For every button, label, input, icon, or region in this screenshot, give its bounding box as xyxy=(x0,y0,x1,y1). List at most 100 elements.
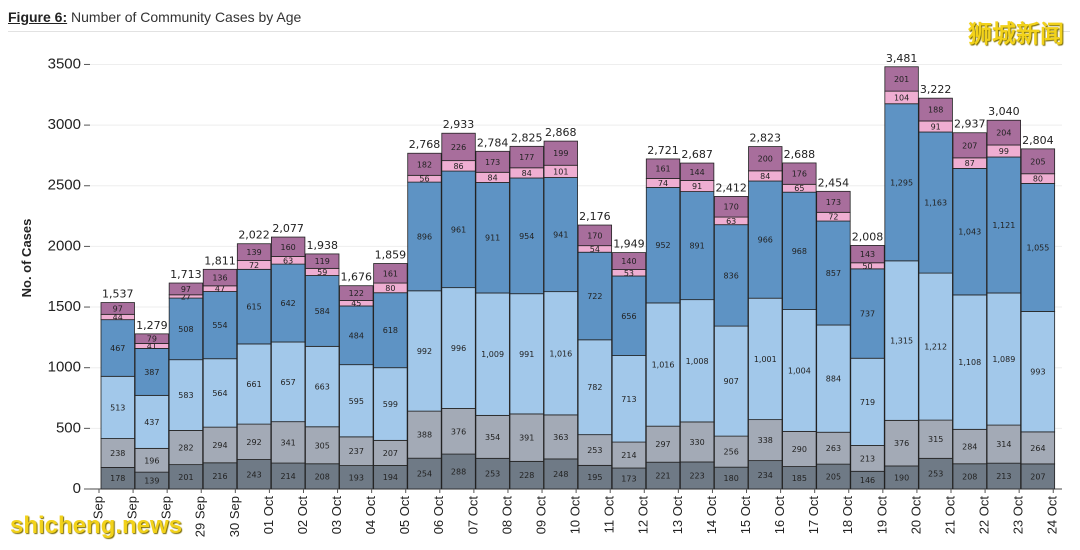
segment-value-label: 584 xyxy=(315,307,330,316)
bar-segment xyxy=(1020,311,1056,433)
bar-segment xyxy=(611,355,647,443)
bar-stack: 254 388 992 896 56 182 2,768 xyxy=(407,138,442,490)
bar-stack: 207 264 993 1,055 80 205 2,804 xyxy=(1020,134,1056,490)
segment-value-label: 216 xyxy=(212,472,227,481)
segment-value-label: 907 xyxy=(724,377,739,386)
y-tick-label: 0 xyxy=(73,480,81,497)
segment-value-label: 91 xyxy=(692,182,702,191)
bar-segment xyxy=(748,146,783,172)
segment-value-label: 896 xyxy=(417,232,432,241)
bar-total-label: 2,937 xyxy=(954,118,986,131)
bar-segment xyxy=(168,282,204,296)
segment-value-label: 891 xyxy=(689,242,704,251)
segment-value-label: 248 xyxy=(553,470,568,479)
segment-value-label: 857 xyxy=(826,269,841,278)
bar-stack: 221 297 1,016 952 74 161 2,721 xyxy=(645,144,681,490)
bar-total-label: 1,949 xyxy=(613,238,645,251)
bar-segment xyxy=(645,187,681,304)
x-tick-label: 15 Oct xyxy=(738,496,753,535)
segment-value-label: 54 xyxy=(590,245,600,254)
bar-segment xyxy=(236,343,272,425)
bar-segment xyxy=(679,461,715,490)
segment-value-label: 1,121 xyxy=(992,221,1015,230)
bar-segment xyxy=(305,345,340,428)
segment-value-label: 1,315 xyxy=(890,337,913,346)
segment-value-label: 961 xyxy=(451,225,466,234)
bar-segment xyxy=(611,275,647,356)
segment-value-label: 178 xyxy=(110,474,125,483)
segment-value-label: 228 xyxy=(519,471,534,480)
segment-value-label: 221 xyxy=(655,472,670,481)
bar-segment xyxy=(407,410,442,459)
segment-value-label: 256 xyxy=(724,448,739,457)
y-tick-label: 500 xyxy=(56,419,81,436)
bar-segment xyxy=(100,438,135,468)
bar-stack: 190 376 1,315 1,295 104 201 3,481 xyxy=(884,52,919,490)
bar-segment xyxy=(236,243,272,261)
bar-segment xyxy=(168,464,204,490)
bar-segment xyxy=(714,325,749,437)
figure-title: Figure 6: Number of Community Cases by A… xyxy=(8,9,301,25)
segment-value-label: 87 xyxy=(965,159,975,168)
segment-value-label: 140 xyxy=(621,257,636,266)
segment-value-label: 207 xyxy=(1030,472,1045,481)
segment-value-label: 195 xyxy=(587,473,602,482)
segment-value-label: 1,016 xyxy=(549,349,572,358)
bar-segment xyxy=(475,414,510,459)
bar-segment xyxy=(134,348,169,396)
bar-total-label: 2,933 xyxy=(443,118,475,131)
segment-value-label: 288 xyxy=(451,468,466,477)
segment-value-label: 50 xyxy=(862,262,872,271)
bar-segment xyxy=(305,275,340,347)
bar-segment xyxy=(679,421,715,463)
segment-value-label: 27 xyxy=(181,292,191,301)
bar-segment xyxy=(952,132,987,159)
segment-value-label: 1,004 xyxy=(788,366,811,375)
bar-segment xyxy=(305,253,340,269)
bar-total-label: 3,040 xyxy=(988,105,1020,118)
bar-total-label: 1,676 xyxy=(341,271,373,284)
segment-value-label: 911 xyxy=(485,234,500,243)
bar-segment xyxy=(441,132,476,162)
segment-value-label: 190 xyxy=(894,473,909,482)
bar-segment xyxy=(270,341,306,423)
bar-segment xyxy=(645,425,681,463)
bar-segment xyxy=(748,419,783,462)
segment-value-label: 1,295 xyxy=(890,178,913,187)
segment-value-label: 1,089 xyxy=(992,355,1015,364)
bar-total-label: 2,825 xyxy=(511,131,543,144)
watermark-top-right: 狮城新闻 xyxy=(968,21,1064,48)
segment-value-label: 1,108 xyxy=(958,358,981,367)
segment-value-label: 253 xyxy=(928,470,943,479)
bar-segment xyxy=(816,190,851,213)
bar-segment xyxy=(509,293,544,415)
bar-segment xyxy=(134,333,169,344)
bar-segment xyxy=(543,177,578,293)
bar-stack: 234 338 1,001 966 84 200 2,823 xyxy=(748,132,783,490)
bar-stack: 214 341 657 642 63 160 2,077 xyxy=(270,222,306,490)
x-tick-label: 10 Oct xyxy=(568,496,583,535)
segment-value-label: 884 xyxy=(826,375,841,384)
bar-segment xyxy=(373,263,408,284)
segment-value-label: 91 xyxy=(931,122,941,131)
bar-segment xyxy=(236,459,272,490)
segment-value-label: 661 xyxy=(246,380,261,389)
x-tick-label: 07 Oct xyxy=(465,496,480,535)
segment-value-label: 992 xyxy=(417,347,432,356)
segment-value-label: 161 xyxy=(383,269,398,278)
bar-stack: 180 256 907 836 63 170 2,412 xyxy=(714,181,749,490)
segment-value-label: 354 xyxy=(485,433,500,442)
segment-value-label: 290 xyxy=(792,445,807,454)
x-tick-label: 17 Oct xyxy=(806,496,821,535)
segment-value-label: 595 xyxy=(349,397,364,406)
x-tick-label: 12 Oct xyxy=(636,496,651,535)
bar-segment xyxy=(952,463,987,490)
segment-value-label: 484 xyxy=(349,331,364,340)
bar-segment xyxy=(577,224,613,247)
segment-value-label: 80 xyxy=(385,284,395,293)
segment-value-label: 170 xyxy=(587,231,602,240)
segment-value-label: 173 xyxy=(621,475,636,484)
segment-value-label: 1,008 xyxy=(686,357,709,366)
